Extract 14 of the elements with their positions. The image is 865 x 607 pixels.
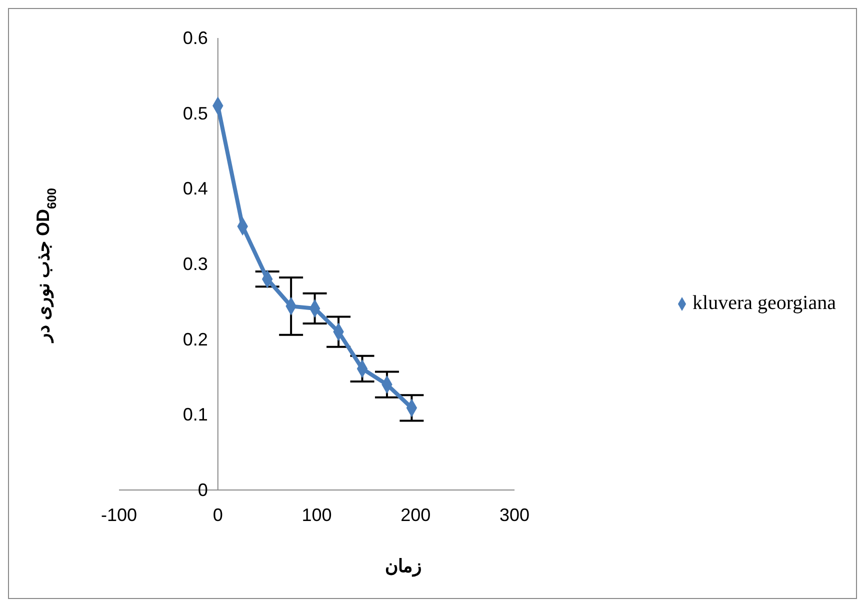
legend-label: kluvera georgiana bbox=[692, 292, 836, 314]
x-tick-label: 200 bbox=[400, 504, 431, 525]
y-tick-label: 0.6 bbox=[182, 28, 208, 48]
x-axis-title: زمان bbox=[385, 556, 422, 577]
y-tick-label: 0.5 bbox=[182, 103, 208, 124]
y-tick-label: 0.4 bbox=[182, 178, 208, 199]
x-tick-label: 100 bbox=[302, 504, 332, 525]
y-tick-label: 0.1 bbox=[182, 404, 208, 425]
x-tick-label: -100 bbox=[100, 504, 138, 525]
y-tick-label: 0 bbox=[198, 480, 208, 500]
x-tick-label: 0 bbox=[212, 504, 223, 525]
y-tick-label: 0.3 bbox=[182, 254, 208, 274]
x-tick-label: 300 bbox=[500, 504, 530, 525]
y-tick-label: 0.2 bbox=[182, 329, 208, 350]
